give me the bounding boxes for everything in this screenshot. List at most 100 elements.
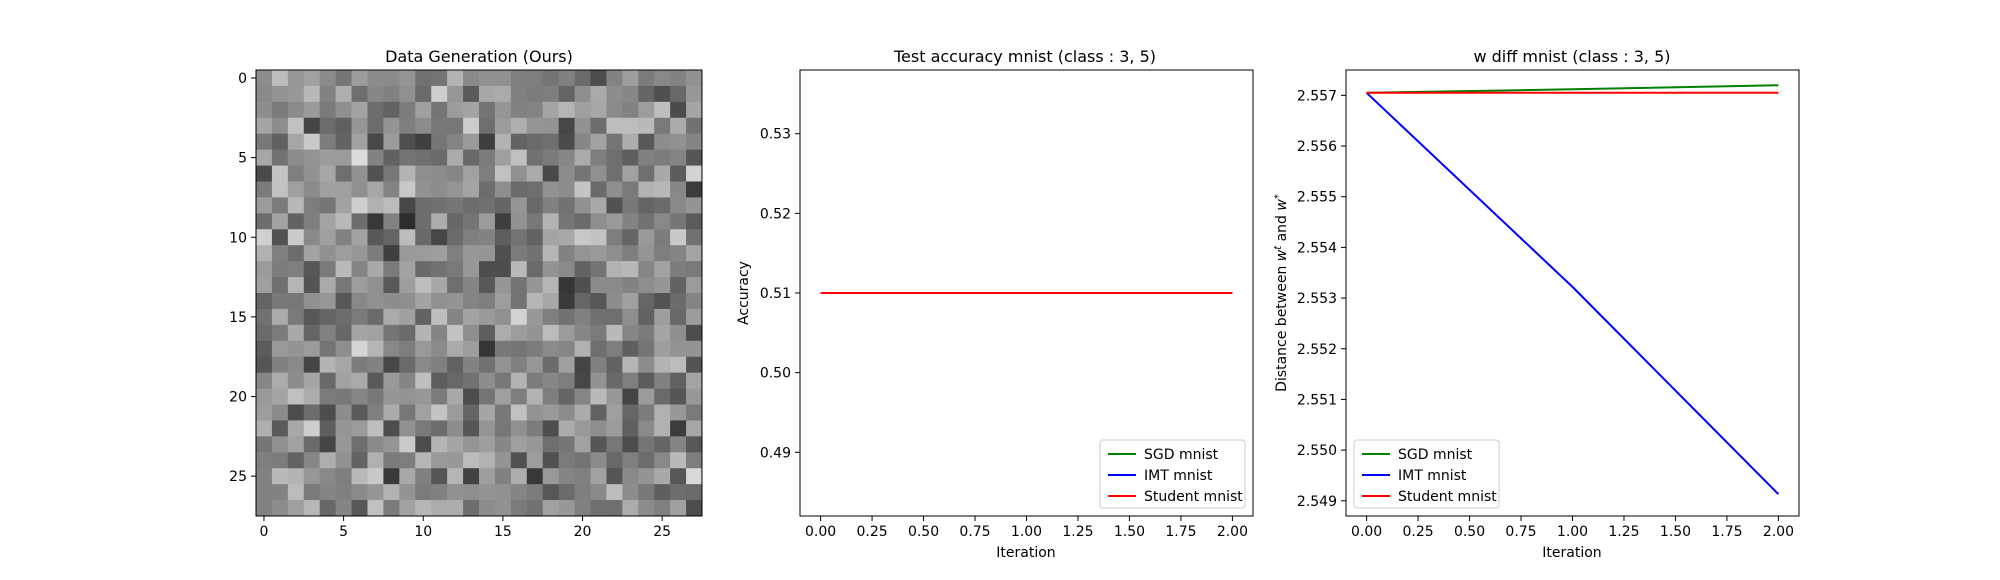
heatmap-cell	[335, 308, 352, 326]
heatmap-cell	[415, 85, 432, 103]
heatmap-cell	[606, 197, 623, 214]
heatmap-cell	[319, 356, 337, 374]
heatmap-cell	[606, 181, 623, 198]
heatmap-xtick-label: 0	[260, 524, 269, 540]
heatmap-cell	[287, 101, 305, 119]
heatmap-cell	[479, 500, 496, 517]
heatmap-cell	[510, 356, 528, 374]
heatmap-cell	[638, 388, 655, 405]
heatmap-cell	[256, 277, 273, 294]
accuracy-xlabel: Iteration	[996, 545, 1055, 561]
heatmap-cell	[574, 277, 591, 294]
heatmap-cell	[542, 372, 560, 389]
heatmap-cell	[256, 484, 273, 501]
heatmap-cell	[574, 70, 591, 87]
heatmap-cell	[287, 165, 305, 182]
heatmap-cell	[351, 500, 368, 517]
heatmap-cell	[271, 436, 289, 453]
heatmap-cell	[256, 261, 273, 278]
legend-label: SGD mnist	[1144, 447, 1219, 463]
heatmap-cell	[574, 404, 591, 421]
heatmap-cell	[622, 388, 639, 405]
ytick-label: 0.51	[760, 286, 791, 302]
heatmap-cell	[271, 452, 289, 469]
heatmap-cell	[383, 165, 400, 182]
heatmap-cell	[510, 340, 528, 358]
heatmap-cell	[494, 340, 512, 358]
heatmap-cell	[367, 117, 384, 135]
heatmap-cell	[542, 261, 560, 278]
heatmap-cell	[526, 197, 544, 214]
heatmap-cell	[335, 404, 352, 421]
heatmap-cell	[399, 213, 416, 230]
heatmap-cell	[335, 85, 352, 103]
heatmap-cell	[383, 213, 400, 230]
heatmap-cell	[558, 117, 575, 135]
heatmap-cell	[526, 404, 544, 421]
heatmap-cell	[622, 229, 639, 246]
heatmap-cell	[319, 133, 337, 151]
heatmap-cell	[558, 500, 575, 517]
heatmap-cell	[399, 468, 416, 485]
heatmap-cell	[622, 340, 639, 358]
heatmap-cell	[494, 308, 512, 326]
heatmap-cell	[319, 70, 337, 87]
heatmap-cell	[606, 340, 623, 358]
heatmap-cell	[606, 388, 623, 405]
heatmap-cell	[447, 468, 464, 485]
heatmap-cell	[686, 372, 703, 389]
heatmap-cell	[447, 213, 464, 230]
xtick-label: 1.50	[1660, 524, 1691, 540]
heatmap-cell	[542, 420, 560, 437]
heatmap-cell	[271, 133, 289, 151]
xtick-label: 0.00	[1351, 524, 1382, 540]
heatmap-cell	[287, 181, 305, 198]
heatmap-cell	[622, 70, 639, 87]
heatmap-cell	[303, 388, 321, 405]
heatmap-cell	[319, 197, 337, 214]
heatmap-cell	[686, 149, 703, 166]
heatmap-cell	[463, 133, 480, 151]
heatmap-cell	[399, 261, 416, 278]
heatmap-cell	[510, 468, 528, 485]
heatmap-cell	[256, 70, 273, 87]
heatmap-cell	[447, 101, 464, 119]
legend-label: Student mnist	[1144, 489, 1243, 505]
heatmap-cell	[335, 213, 352, 230]
heatmap-cell	[383, 245, 400, 262]
heatmap-cell	[622, 308, 639, 326]
heatmap-cell	[383, 117, 400, 135]
heatmap-cell	[590, 197, 607, 214]
heatmap-cell	[431, 388, 448, 405]
heatmap-cell	[494, 452, 512, 469]
heatmap-cell	[574, 436, 591, 453]
legend-label: Student mnist	[1398, 489, 1497, 505]
heatmap-cell	[479, 181, 496, 198]
heatmap-cell	[319, 388, 337, 405]
heatmap-cell	[303, 70, 321, 87]
heatmap-cell	[319, 261, 337, 278]
heatmap-cell	[287, 468, 305, 485]
heatmap-cell	[526, 277, 544, 294]
heatmap-cell	[351, 404, 368, 421]
heatmap-cell	[351, 308, 368, 326]
heatmap-cell	[447, 165, 464, 182]
heatmap-cell	[670, 372, 687, 389]
heatmap-cell	[303, 229, 321, 246]
heatmap-cell	[606, 436, 623, 453]
heatmap-cell	[367, 165, 384, 182]
heatmap-cell	[479, 149, 496, 166]
heatmap-cell	[494, 388, 512, 405]
heatmap-cell	[399, 149, 416, 166]
heatmap-cell	[654, 229, 671, 246]
heatmap-cell	[431, 70, 448, 87]
heatmap-cell	[686, 213, 703, 230]
heatmap-cell	[526, 293, 544, 310]
heatmap-cell	[686, 181, 703, 198]
heatmap-cell	[590, 149, 607, 166]
heatmap-cell	[574, 372, 591, 389]
heatmap-cell	[303, 165, 321, 182]
heatmap-cell	[287, 452, 305, 469]
heatmap-ytick-label: 5	[238, 151, 247, 167]
heatmap-cell	[686, 229, 703, 246]
